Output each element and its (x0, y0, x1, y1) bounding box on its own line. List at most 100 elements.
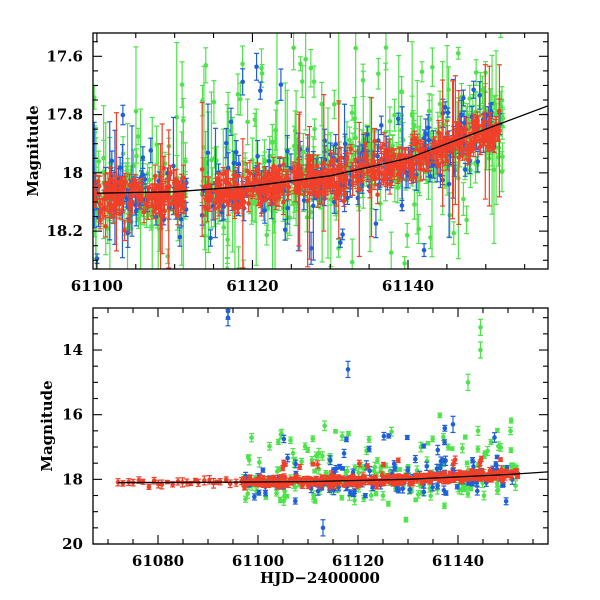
blue-data-point (133, 208, 139, 214)
red-data-point (478, 143, 483, 149)
red-data-point (363, 141, 368, 147)
red-data-point (220, 190, 225, 195)
red-data-point (199, 167, 205, 172)
blue-data-point (231, 160, 237, 166)
blue-data-point (423, 131, 429, 137)
green-data-point (312, 126, 317, 132)
red-data-point (434, 158, 440, 163)
red-data-point (165, 184, 170, 189)
green-data-point (455, 51, 461, 56)
green-data-point (399, 89, 404, 94)
green-data-point (399, 113, 404, 118)
green-data-point (465, 112, 470, 118)
green-data-point (292, 128, 298, 134)
blue-data-point (471, 87, 476, 93)
red-data-point (375, 192, 380, 198)
blue-data-point (240, 79, 245, 85)
blue-data-point (338, 240, 343, 245)
red-data-point (273, 196, 279, 201)
red-data-point (295, 183, 301, 189)
green-data-point (447, 212, 453, 218)
green-data-point (93, 95, 97, 100)
green-data-point (235, 92, 241, 97)
red-data-point (244, 168, 250, 174)
green-data-point (390, 143, 395, 148)
green-data-point (147, 318, 152, 323)
green-data-point (468, 167, 473, 173)
green-data-point (430, 64, 435, 70)
green-data-point (378, 201, 383, 206)
green-data-point (409, 113, 415, 118)
red-data-point (412, 136, 417, 141)
green-data-point (271, 219, 277, 224)
green-data-point (412, 202, 417, 207)
blue-data-point (255, 153, 260, 159)
green-data-point (165, 254, 171, 259)
red-data-point (97, 201, 102, 207)
green-data-point (211, 99, 217, 105)
red-data-point (257, 172, 262, 177)
green-data-point (399, 128, 404, 133)
red-data-point (168, 170, 173, 176)
red-data-point (305, 198, 310, 203)
red-data-point (281, 162, 286, 167)
red-data-point (152, 173, 158, 179)
blue-data-point (233, 149, 239, 155)
top-data-points (93, 8, 506, 323)
red-data-point (328, 159, 334, 164)
red-data-point (350, 173, 356, 179)
blue-data-point (301, 198, 307, 203)
blue-data-point (426, 137, 432, 143)
blue-data-point (148, 148, 154, 153)
green-data-point (200, 98, 205, 103)
blue-data-point (225, 165, 231, 171)
blue-data-point (311, 203, 316, 209)
green-data-point (308, 65, 314, 71)
green-data-point (179, 82, 185, 87)
green-data-point (383, 45, 389, 50)
red-data-point (277, 166, 283, 172)
green-data-point (491, 167, 497, 173)
green-data-point (404, 233, 410, 238)
red-data-point (149, 195, 154, 201)
green-data-point (226, 128, 231, 134)
red-data-point (281, 199, 286, 205)
blue-data-point (322, 138, 328, 143)
red-data-point (234, 173, 240, 179)
green-data-point (291, 143, 297, 149)
blue-data-point (120, 112, 126, 118)
red-data-point (381, 142, 387, 148)
green-data-point (352, 116, 358, 121)
blue-data-point (140, 155, 146, 160)
green-data-point (134, 153, 139, 159)
blue-data-point (442, 104, 448, 110)
green-data-point (426, 108, 432, 114)
red-data-point (111, 196, 117, 201)
green-data-point (174, 114, 180, 120)
blue-data-point (258, 88, 263, 93)
green-data-point (202, 233, 207, 238)
red-data-point (118, 180, 123, 185)
blue-data-point (459, 112, 464, 117)
green-data-point (451, 230, 457, 236)
green-data-point (238, 96, 243, 102)
red-data-point (105, 186, 111, 192)
red-data-point (209, 193, 214, 199)
blue-data-point (205, 150, 211, 156)
green-data-point (101, 169, 106, 175)
blue-data-point (477, 93, 482, 98)
green-data-point (419, 69, 425, 75)
blue-data-point (208, 235, 213, 241)
blue-data-point (177, 234, 183, 240)
red-data-point (100, 206, 105, 212)
green-data-point (292, 292, 297, 297)
blue-data-point (475, 159, 481, 164)
green-data-point (203, 63, 209, 68)
green-data-point (395, 185, 401, 191)
blue-data-point (285, 148, 290, 154)
green-data-point (323, 8, 328, 13)
blue-data-point (228, 119, 234, 125)
green-data-point (180, 118, 186, 123)
red-data-point (96, 183, 102, 189)
green-data-point (464, 217, 469, 223)
